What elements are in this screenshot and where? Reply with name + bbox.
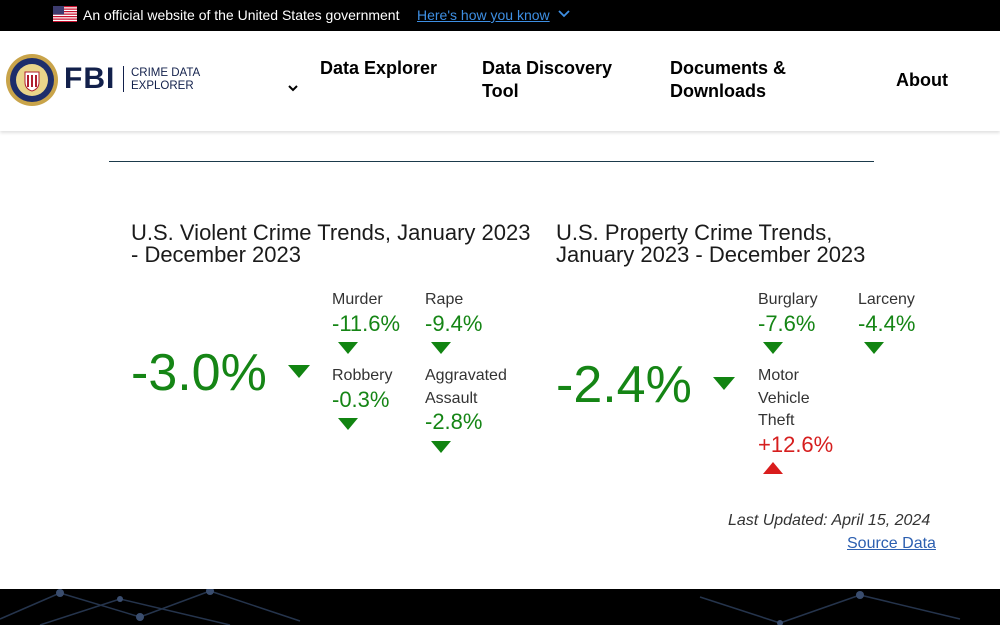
stat-label: Burglary [758, 291, 818, 308]
logo-divider [123, 66, 124, 92]
logo-subtitle-line1: CRIME DATA [131, 67, 201, 79]
stat-aggravated-assault: Aggravated Assault -2.8% [425, 365, 535, 434]
section-divider [109, 161, 874, 162]
triangle-up-icon [763, 462, 783, 474]
chevron-down-icon[interactable] [558, 9, 570, 19]
logo-subtitle-line2: EXPLORER [131, 80, 194, 92]
triangle-down-icon [763, 342, 783, 354]
triangle-down-icon [864, 342, 884, 354]
gov-banner: An official website of the United States… [0, 0, 1000, 31]
fbi-seal-icon[interactable] [5, 53, 59, 107]
stat-label: Robbery [332, 367, 393, 384]
source-data-link[interactable]: Source Data [847, 535, 936, 552]
stat-value: -7.6% [758, 310, 816, 336]
stat-label: Motor Vehicle Theft [758, 367, 810, 429]
nav-data-discovery-tool[interactable]: Data Discovery Tool [482, 58, 613, 101]
violent-crime-title: U.S. Violent Crime Trends, January 2023 … [131, 220, 531, 267]
official-website-text: An official website of the United States… [83, 7, 400, 23]
property-overall-value: -2.4% [556, 356, 692, 414]
footer-banner [0, 589, 1000, 625]
stat-larceny: Larceny -4.4% [858, 289, 915, 336]
stat-motor-vehicle-theft: Motor Vehicle Theft +12.6% [758, 365, 833, 457]
stat-robbery: Robbery -0.3% [332, 365, 392, 412]
triangle-down-icon [288, 365, 310, 378]
stat-value: -9.4% [425, 310, 483, 336]
stat-murder: Murder -11.6% [332, 289, 400, 336]
violent-overall-value: -3.0% [131, 344, 267, 402]
logo-fbi[interactable]: FBI [64, 62, 116, 95]
stat-burglary: Burglary -7.6% [758, 289, 818, 336]
logo-subtitle: CRIME DATA EXPLORER [131, 67, 200, 93]
stat-label: Larceny [858, 291, 915, 308]
triangle-down-icon [431, 342, 451, 354]
nav-about[interactable]: About [896, 70, 948, 90]
triangle-down-icon [431, 441, 451, 453]
triangle-down-icon [338, 418, 358, 430]
stat-value: -0.3% [332, 386, 390, 412]
stat-label: Aggravated Assault [425, 367, 507, 407]
stat-value: -11.6% [332, 310, 401, 336]
stat-value: +12.6% [758, 431, 834, 457]
triangle-down-icon [338, 342, 358, 354]
nav-documents-downloads[interactable]: Documents & Downloads [670, 58, 787, 101]
how-you-know-link[interactable]: Here's how you know [417, 7, 550, 23]
nav-data-explorer[interactable]: Data Explorer [320, 58, 438, 78]
stat-label: Murder [332, 291, 383, 308]
chevron-down-icon[interactable] [287, 83, 299, 93]
stat-value: -2.8% [425, 409, 483, 434]
triangle-down-icon [713, 377, 735, 390]
stat-label: Rape [425, 291, 464, 308]
stat-value: -4.4% [858, 310, 916, 336]
network-graphic [0, 589, 961, 625]
stat-rape: Rape -9.4% [425, 289, 482, 336]
site-header: FBI CRIME DATA EXPLORER Data Explorer Da… [0, 31, 1000, 131]
last-updated-text: Last Updated: April 15, 2024 [728, 512, 931, 529]
property-crime-title: U.S. Property Crime Trends, January 2023… [556, 220, 866, 267]
us-flag-icon [53, 6, 77, 22]
